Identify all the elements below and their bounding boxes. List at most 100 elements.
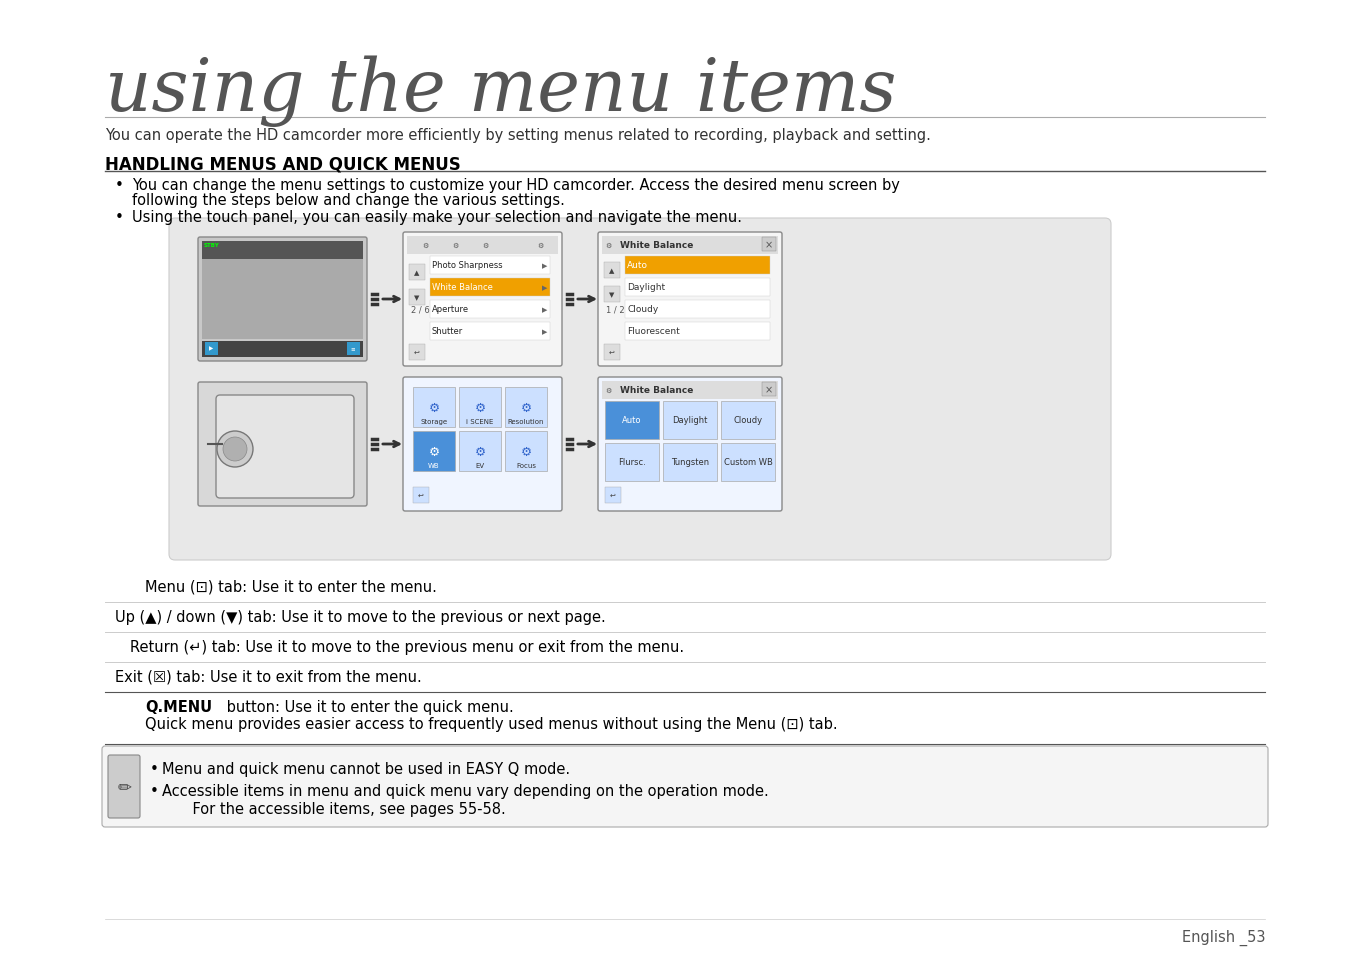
Text: Exit (☒) tab: Use it to exit from the menu.: Exit (☒) tab: Use it to exit from the me… bbox=[115, 669, 421, 684]
Text: Q.MENU: Q.MENU bbox=[144, 700, 212, 714]
Bar bbox=[605, 443, 659, 481]
Bar bbox=[761, 237, 776, 252]
Text: Aperture: Aperture bbox=[432, 305, 470, 314]
FancyBboxPatch shape bbox=[198, 382, 367, 506]
FancyBboxPatch shape bbox=[216, 395, 354, 498]
Text: White Balance: White Balance bbox=[620, 386, 694, 395]
Text: Accessible items in menu and quick menu vary depending on the operation mode.: Accessible items in menu and quick menu … bbox=[162, 783, 768, 799]
Text: ×: × bbox=[765, 240, 774, 250]
Bar bbox=[205, 343, 217, 355]
Text: button: Use it to enter the quick menu.: button: Use it to enter the quick menu. bbox=[221, 700, 514, 714]
Text: •: • bbox=[115, 178, 124, 193]
Bar bbox=[409, 345, 425, 360]
Bar bbox=[605, 488, 621, 503]
Text: Daylight: Daylight bbox=[672, 416, 707, 425]
Text: i SCENE: i SCENE bbox=[466, 418, 494, 424]
Text: Storage: Storage bbox=[420, 418, 448, 424]
Bar bbox=[603, 263, 620, 278]
FancyBboxPatch shape bbox=[202, 242, 363, 260]
Text: ▶: ▶ bbox=[543, 329, 548, 335]
Bar bbox=[413, 488, 429, 503]
Text: Fluorescent: Fluorescent bbox=[626, 327, 680, 336]
Text: Daylight: Daylight bbox=[626, 283, 666, 293]
Text: ⚙: ⚙ bbox=[474, 445, 486, 458]
Bar bbox=[406, 236, 558, 254]
Bar bbox=[663, 443, 717, 481]
Bar bbox=[413, 388, 455, 428]
Text: ↩: ↩ bbox=[414, 350, 420, 355]
Bar bbox=[409, 290, 425, 306]
Text: following the steps below and change the various settings.: following the steps below and change the… bbox=[132, 193, 564, 208]
Bar bbox=[431, 323, 549, 340]
Text: Auto: Auto bbox=[626, 261, 648, 271]
Text: 2 / 6: 2 / 6 bbox=[410, 305, 429, 314]
Bar bbox=[459, 432, 501, 472]
Bar bbox=[625, 278, 770, 296]
Text: ⚙: ⚙ bbox=[520, 401, 532, 414]
Bar bbox=[605, 401, 659, 439]
Text: Cloudy: Cloudy bbox=[733, 416, 763, 425]
Text: White Balance: White Balance bbox=[432, 283, 493, 293]
Text: Custom WB: Custom WB bbox=[724, 458, 772, 467]
Text: ≡: ≡ bbox=[351, 346, 355, 351]
Bar bbox=[431, 301, 549, 318]
Bar bbox=[431, 256, 549, 274]
FancyBboxPatch shape bbox=[198, 237, 367, 361]
Text: ▶: ▶ bbox=[209, 346, 213, 351]
Text: Return (↵) tab: Use it to move to the previous menu or exit from the menu.: Return (↵) tab: Use it to move to the pr… bbox=[130, 639, 684, 655]
Text: Menu (⊡) tab: Use it to enter the menu.: Menu (⊡) tab: Use it to enter the menu. bbox=[144, 579, 437, 595]
Bar bbox=[602, 381, 778, 399]
Circle shape bbox=[217, 432, 252, 468]
Text: ↩: ↩ bbox=[418, 493, 424, 498]
Bar bbox=[761, 382, 776, 396]
Text: ⚙: ⚙ bbox=[452, 243, 458, 249]
Text: White Balance: White Balance bbox=[620, 241, 694, 251]
Bar bbox=[603, 345, 620, 360]
Text: •: • bbox=[150, 783, 159, 799]
Text: ⚙: ⚙ bbox=[605, 388, 612, 394]
Text: ▼: ▼ bbox=[414, 294, 420, 301]
Text: WB: WB bbox=[428, 462, 440, 469]
Text: using the menu items: using the menu items bbox=[105, 55, 896, 127]
Bar bbox=[721, 443, 775, 481]
Circle shape bbox=[223, 437, 247, 461]
Text: EV: EV bbox=[475, 462, 485, 469]
Text: ⚙: ⚙ bbox=[482, 243, 489, 249]
Bar bbox=[603, 287, 620, 303]
Text: ▶: ▶ bbox=[543, 285, 548, 291]
Bar bbox=[625, 256, 770, 274]
Text: STBY: STBY bbox=[204, 243, 220, 248]
FancyBboxPatch shape bbox=[404, 233, 562, 367]
FancyBboxPatch shape bbox=[404, 377, 562, 512]
Bar bbox=[721, 401, 775, 439]
Text: ⚙: ⚙ bbox=[428, 401, 440, 414]
Text: ▶: ▶ bbox=[543, 263, 548, 269]
Text: ⚙: ⚙ bbox=[428, 445, 440, 458]
Bar bbox=[431, 278, 549, 296]
Text: ↩: ↩ bbox=[610, 493, 616, 498]
Text: For the accessible items, see pages 55-58.: For the accessible items, see pages 55-5… bbox=[174, 801, 506, 816]
FancyBboxPatch shape bbox=[598, 377, 782, 512]
Text: ▼: ▼ bbox=[609, 292, 614, 297]
Text: You can change the menu settings to customize your HD camcorder. Access the desi: You can change the menu settings to cust… bbox=[132, 178, 900, 193]
Bar bbox=[413, 432, 455, 472]
FancyBboxPatch shape bbox=[169, 219, 1111, 560]
Text: Cloudy: Cloudy bbox=[626, 305, 659, 314]
Text: ▲: ▲ bbox=[609, 268, 614, 274]
Bar bbox=[202, 341, 363, 357]
Bar bbox=[459, 388, 501, 428]
Text: ⚙: ⚙ bbox=[520, 445, 532, 458]
Bar bbox=[602, 236, 778, 254]
Text: HANDLING MENUS AND QUICK MENUS: HANDLING MENUS AND QUICK MENUS bbox=[105, 154, 460, 172]
Text: ▶: ▶ bbox=[543, 307, 548, 313]
FancyBboxPatch shape bbox=[108, 755, 140, 818]
Text: Using the touch panel, you can easily make your selection and navigate the menu.: Using the touch panel, you can easily ma… bbox=[132, 210, 742, 225]
Text: Flursc.: Flursc. bbox=[618, 458, 645, 467]
Text: Shutter: Shutter bbox=[432, 327, 463, 336]
Text: ⚙: ⚙ bbox=[605, 243, 612, 249]
FancyBboxPatch shape bbox=[598, 233, 782, 367]
Text: Resolution: Resolution bbox=[508, 418, 544, 424]
Bar bbox=[663, 401, 717, 439]
Text: English _53: English _53 bbox=[1181, 929, 1265, 945]
Text: ⚙: ⚙ bbox=[537, 243, 543, 249]
